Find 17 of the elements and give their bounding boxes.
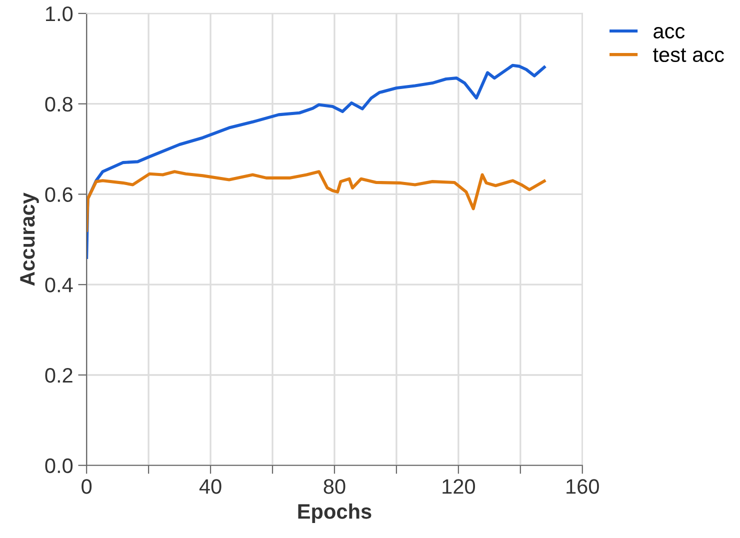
legend-label: test acc: [653, 48, 724, 62]
line-series: [86, 170, 546, 232]
y-tick-label: 1.0: [46, 6, 73, 22]
x-tick-label: 160: [566, 479, 599, 494]
x-tick-label: 120: [442, 479, 475, 494]
y-tick-label: 0.2: [45, 368, 72, 383]
x-axis-title: Epochs: [298, 504, 372, 523]
x-tick-label: 80: [324, 479, 346, 494]
legend-label: acc: [654, 27, 685, 38]
y-tick-label: 0.0: [45, 458, 73, 474]
y-tick-label: 0.6: [45, 187, 72, 202]
y-tick-label: 0.4: [45, 278, 73, 292]
y-tick-label: 0.8: [45, 96, 72, 112]
x-tick-label: 0: [82, 479, 92, 494]
y-axis-title: Accuracy: [20, 192, 39, 286]
x-tick-label: 40: [199, 479, 222, 494]
line-series: [86, 64, 546, 260]
